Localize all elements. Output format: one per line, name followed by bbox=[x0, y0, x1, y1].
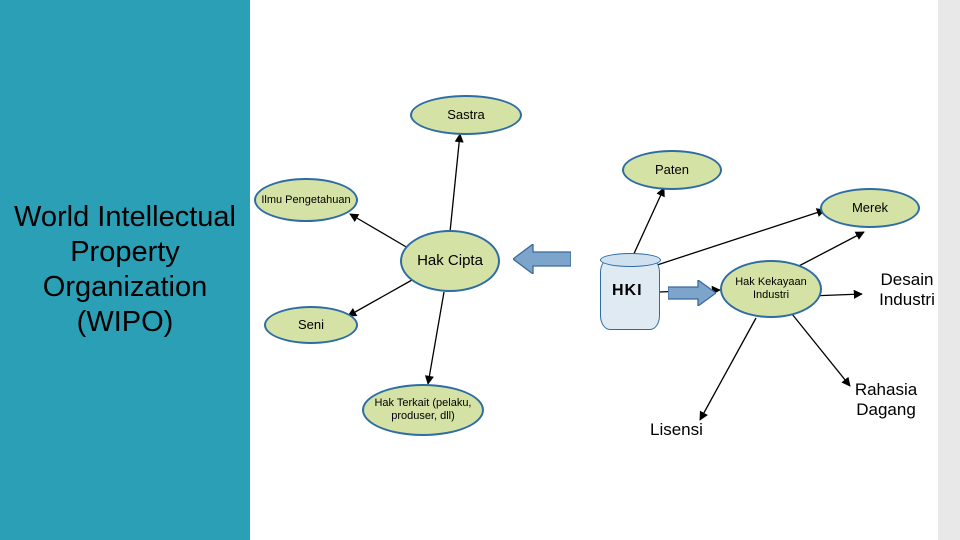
node-ilmu-label: Ilmu Pengetahuan bbox=[257, 192, 354, 209]
slide-root: World Intellectual Property Organization… bbox=[0, 0, 960, 540]
node-merek-label: Merek bbox=[848, 199, 892, 218]
sidebar-panel: World Intellectual Property Organization… bbox=[0, 0, 250, 540]
node-hak-kekayaan-industri: Hak Kekayaan Industri bbox=[720, 260, 822, 318]
text-desain-industri: Desain Industri bbox=[862, 270, 952, 309]
text-rahasia-label: Rahasia Dagang bbox=[855, 380, 917, 419]
block-arrow-right-icon bbox=[668, 280, 716, 306]
text-lisensi-label: Lisensi bbox=[650, 420, 703, 439]
hub-hki-label: HKI bbox=[612, 282, 643, 300]
node-hak-terkait-label: Hak Terkait (pelaku, produser, dll) bbox=[364, 395, 482, 424]
node-ilmu-pengetahuan: Ilmu Pengetahuan bbox=[254, 178, 358, 222]
node-paten-label: Paten bbox=[651, 161, 693, 180]
node-sastra: Sastra bbox=[410, 95, 522, 135]
node-sastra-label: Sastra bbox=[443, 106, 489, 125]
text-desain-label: Desain Industri bbox=[879, 270, 935, 309]
node-hak-terkait: Hak Terkait (pelaku, produser, dll) bbox=[362, 384, 484, 436]
diagram-canvas: Sastra Ilmu Pengetahuan Seni Hak Terkait… bbox=[250, 0, 960, 540]
hub-hak-cipta-label: Hak Cipta bbox=[413, 250, 487, 271]
block-arrow-left-icon bbox=[513, 244, 571, 274]
text-rahasia-dagang: Rahasia Dagang bbox=[836, 380, 936, 419]
node-seni-label: Seni bbox=[294, 316, 328, 335]
node-paten: Paten bbox=[622, 150, 722, 190]
hub-hak-cipta: Hak Cipta bbox=[400, 230, 500, 292]
node-seni: Seni bbox=[264, 306, 358, 344]
text-lisensi: Lisensi bbox=[650, 420, 703, 440]
node-hak-kekayaan-label: Hak Kekayaan Industri bbox=[722, 274, 820, 303]
page-title: World Intellectual Property Organization… bbox=[0, 200, 250, 339]
node-merek: Merek bbox=[820, 188, 920, 228]
